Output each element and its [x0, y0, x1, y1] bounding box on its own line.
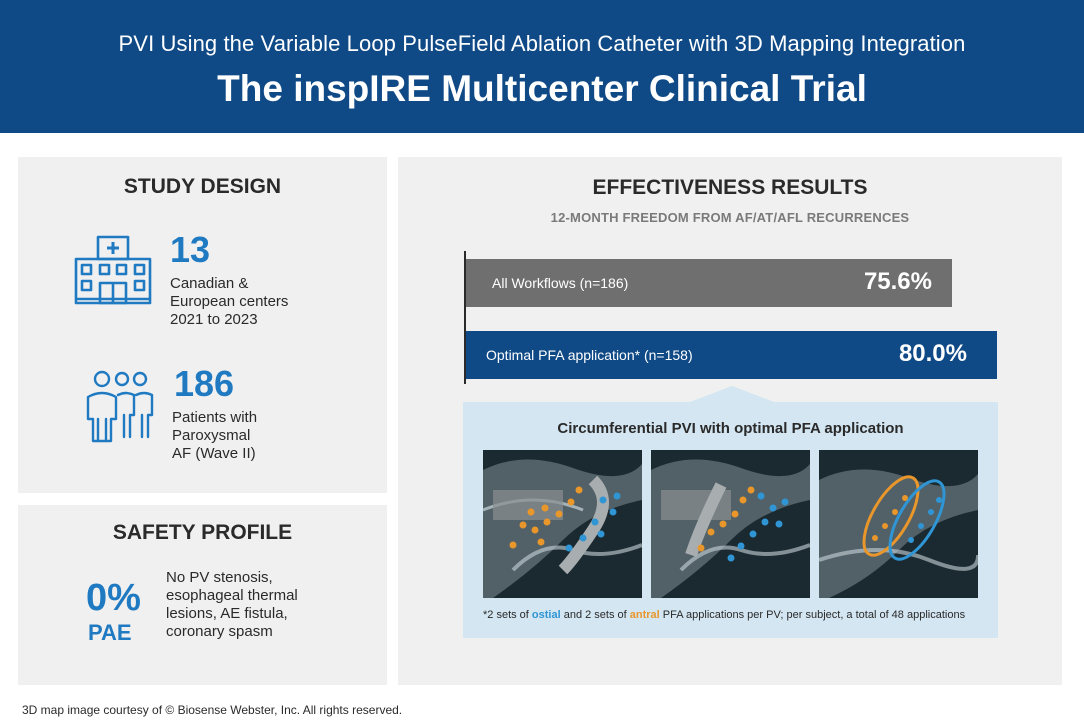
pae-percentage: 0% — [86, 577, 141, 619]
footnote-part-1: *2 sets of — [483, 609, 532, 621]
hospital-icon — [74, 233, 152, 305]
callout-pointer — [690, 386, 774, 402]
header-subtitle: PVI Using the Variable Loop PulseField A… — [118, 31, 966, 56]
safety-line-4: coronary spasm — [166, 623, 273, 640]
safety-description: No PV stenosis, esophageal thermal lesio… — [166, 569, 298, 641]
footnote-part-3: PFA applications per PV; per subject, a … — [659, 609, 966, 621]
bar-all-workflows: All Workflows (n=186) 75.6% — [466, 259, 952, 307]
map-image-2 — [651, 450, 810, 598]
safety-line-2: esophageal thermal — [166, 587, 298, 604]
centers-count: 13 — [170, 229, 211, 270]
people-icon — [80, 369, 154, 445]
bar-optimal-pfa-label: Optimal PFA application* (n=158) — [486, 347, 693, 363]
safety-line-1: No PV stenosis, — [166, 569, 273, 586]
safety-profile-title: SAFETY PROFILE — [112, 521, 293, 544]
page-title: The inspIRE Multicenter Clinical Trial — [217, 68, 867, 109]
callout-title: Circumferential PVI with optimal PFA app… — [557, 420, 904, 437]
centers-line-3: 2021 to 2023 — [170, 311, 258, 328]
footnote-part-2: and 2 sets of — [560, 609, 630, 621]
effectiveness-subtitle: 12-MONTH FREEDOM FROM AF/AT/AFL RECURREN… — [550, 210, 910, 225]
centers-line-2: European centers — [170, 293, 289, 310]
centers-description: Canadian & European centers 2021 to 2023 — [170, 275, 288, 329]
bar-all-workflows-value: 75.6% — [863, 268, 932, 295]
effectiveness-title: EFFECTIVENESS RESULTS — [592, 176, 868, 199]
header-banner: PVI Using the Variable Loop PulseField A… — [0, 0, 1084, 133]
footnote-ostial: ostial — [531, 609, 561, 621]
patients-line-3: AF (Wave II) — [172, 445, 256, 462]
map-image-1 — [483, 450, 642, 598]
patients-line-1: Patients with — [172, 409, 258, 426]
pvi-callout: Circumferential PVI with optimal PFA app… — [463, 402, 998, 638]
safety-profile-panel: SAFETY PROFILE 0% PAE No PV stenosis, es… — [18, 505, 387, 685]
image-credit: 3D map image courtesy of © Biosense Webs… — [22, 703, 403, 717]
bar-all-workflows-label: All Workflows (n=186) — [492, 275, 629, 291]
bar-optimal-pfa-value: 80.0% — [898, 340, 967, 367]
centers-line-1: Canadian & — [170, 275, 249, 292]
patients-description: Patients with Paroxysmal AF (Wave II) — [172, 409, 257, 463]
patients-count: 186 — [174, 363, 235, 404]
safety-line-3: lesions, AE fistula, — [166, 605, 288, 622]
pae-label: PAE — [88, 620, 132, 645]
footnote-antral: antral — [629, 609, 660, 621]
bar-axis-line — [464, 251, 466, 384]
callout-footnote: *2 sets of ostial and 2 sets of antral P… — [483, 609, 965, 621]
patients-line-2: Paroxysmal — [172, 427, 251, 444]
bar-optimal-pfa: Optimal PFA application* (n=158) 80.0% — [466, 331, 997, 379]
study-design-title: STUDY DESIGN — [123, 175, 282, 198]
map-image-3 — [819, 450, 978, 598]
study-design-panel: STUDY DESIGN 13 Canadian & European cent… — [18, 157, 387, 493]
